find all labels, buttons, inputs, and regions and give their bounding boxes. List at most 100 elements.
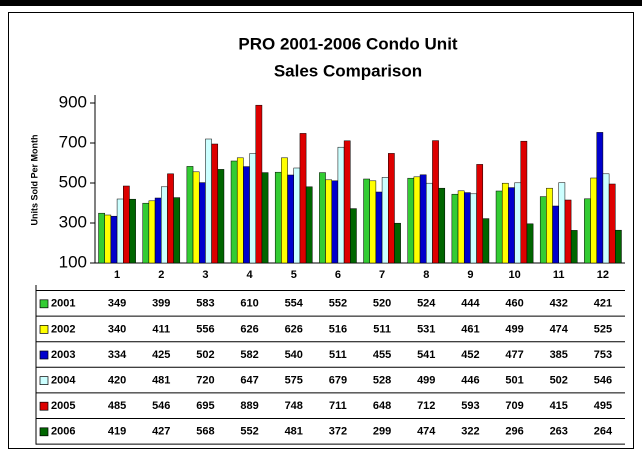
bar bbox=[546, 187, 553, 264]
bar bbox=[426, 182, 433, 264]
legend-swatch bbox=[39, 299, 49, 309]
bar bbox=[457, 190, 465, 264]
table-value: 610 bbox=[240, 298, 258, 310]
legend-label: 2003 bbox=[51, 349, 75, 361]
table-value: 511 bbox=[329, 349, 347, 361]
bar bbox=[293, 167, 301, 264]
table-value: 425 bbox=[152, 349, 170, 361]
table-value: 556 bbox=[196, 323, 214, 335]
table-value: 583 bbox=[196, 298, 214, 310]
bar bbox=[287, 174, 295, 264]
bar bbox=[104, 214, 112, 264]
table-value: 889 bbox=[240, 400, 258, 412]
table-value: 340 bbox=[108, 323, 126, 335]
legend-swatch bbox=[39, 376, 49, 385]
bar bbox=[192, 171, 200, 264]
table-value: 444 bbox=[461, 298, 480, 310]
table-value: 263 bbox=[550, 426, 568, 438]
table-value: 474 bbox=[417, 426, 436, 438]
table-value: 452 bbox=[461, 349, 479, 361]
table-value: 372 bbox=[329, 426, 347, 438]
bar bbox=[129, 198, 136, 264]
table-value: 421 bbox=[594, 298, 612, 310]
bar bbox=[331, 180, 339, 264]
bar bbox=[243, 166, 250, 264]
bar bbox=[375, 191, 383, 264]
bar bbox=[319, 172, 326, 264]
bar bbox=[205, 138, 212, 264]
bar bbox=[495, 190, 503, 264]
table-value: 511 bbox=[373, 323, 391, 335]
bar bbox=[299, 133, 307, 264]
bar bbox=[198, 182, 206, 264]
bar bbox=[148, 200, 156, 264]
legend-swatch bbox=[39, 325, 49, 334]
bar bbox=[167, 173, 174, 264]
x-tick-label: 10 bbox=[508, 269, 520, 281]
table-value: 516 bbox=[329, 323, 347, 335]
bar bbox=[388, 153, 395, 264]
bar bbox=[520, 140, 528, 264]
table-value: 411 bbox=[152, 323, 170, 335]
x-tick-label: 2 bbox=[158, 269, 164, 281]
table-value: 432 bbox=[550, 298, 568, 310]
bar bbox=[508, 187, 515, 264]
legend-label: 2004 bbox=[51, 375, 76, 387]
bar bbox=[564, 199, 572, 264]
bar bbox=[602, 173, 610, 264]
bar bbox=[110, 215, 118, 264]
table-value: 485 bbox=[108, 400, 126, 412]
bar bbox=[407, 177, 415, 264]
table-value: 720 bbox=[196, 375, 214, 387]
bar bbox=[337, 146, 345, 264]
legend-swatch bbox=[39, 427, 49, 437]
table-value: 460 bbox=[505, 298, 523, 310]
legend-label: 2002 bbox=[51, 323, 75, 335]
table-value: 299 bbox=[373, 426, 391, 438]
bar bbox=[305, 186, 313, 264]
bar bbox=[463, 192, 471, 264]
top-bar bbox=[0, 0, 642, 6]
table-value: 648 bbox=[373, 400, 391, 412]
table-value: 546 bbox=[152, 400, 170, 412]
table-value: 499 bbox=[505, 323, 523, 335]
table-value: 520 bbox=[373, 298, 391, 310]
x-tick-label: 1 bbox=[114, 269, 120, 281]
bar bbox=[558, 182, 566, 264]
bar bbox=[261, 172, 269, 264]
table-value: 495 bbox=[594, 400, 612, 412]
table-value: 546 bbox=[594, 375, 612, 387]
bar bbox=[539, 196, 547, 264]
x-tick-label: 4 bbox=[247, 269, 254, 281]
x-tick-label: 8 bbox=[423, 269, 429, 281]
table-value: 531 bbox=[417, 323, 435, 335]
x-tick-label: 5 bbox=[291, 269, 297, 281]
table-value: 446 bbox=[461, 375, 479, 387]
table-value: 322 bbox=[461, 426, 479, 438]
bar bbox=[154, 197, 162, 264]
table-value: 552 bbox=[240, 426, 258, 438]
x-tick-label: 11 bbox=[553, 269, 565, 281]
bar bbox=[343, 140, 351, 264]
chart-title: Sales Comparison bbox=[274, 61, 422, 80]
bar bbox=[584, 198, 591, 264]
y-tick-label: 100 bbox=[59, 252, 87, 271]
bar bbox=[419, 174, 427, 264]
table-value: 264 bbox=[594, 426, 613, 438]
bar bbox=[249, 153, 257, 264]
y-tick-label: 500 bbox=[59, 172, 87, 191]
table-value: 528 bbox=[373, 375, 391, 387]
y-axis-label: Units Sold Per Month bbox=[29, 135, 39, 226]
y-tick-label: 300 bbox=[59, 212, 87, 231]
table-value: 575 bbox=[285, 375, 303, 387]
bar bbox=[413, 176, 421, 264]
bar bbox=[514, 182, 522, 264]
bar bbox=[501, 182, 509, 264]
table-value: 419 bbox=[108, 426, 126, 438]
table-value: 593 bbox=[461, 400, 479, 412]
legend-label: 2005 bbox=[51, 400, 75, 412]
bar bbox=[394, 222, 401, 264]
bar bbox=[570, 230, 578, 264]
bar bbox=[615, 229, 622, 264]
bar bbox=[123, 185, 130, 264]
